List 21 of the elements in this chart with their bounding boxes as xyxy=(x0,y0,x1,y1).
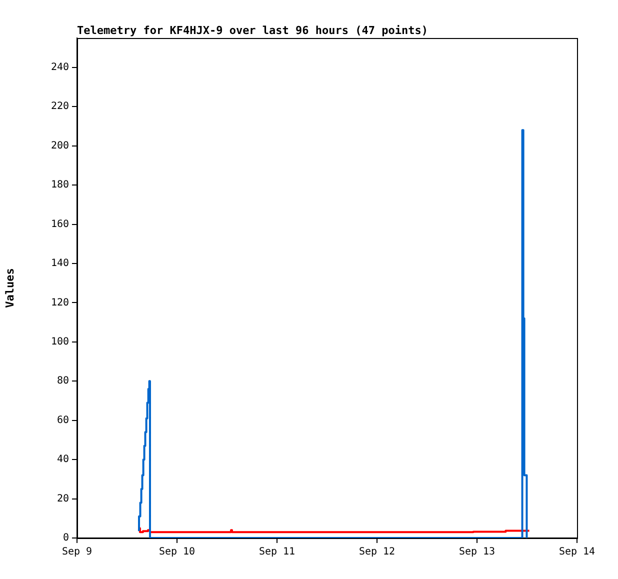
y-tick-label: 60 xyxy=(56,414,69,426)
x-tick-label: Sep 12 xyxy=(358,546,396,558)
y-tick-label: 200 xyxy=(50,140,69,152)
x-tick-label: Sep 13 xyxy=(458,546,496,558)
y-tick-label: 120 xyxy=(50,297,69,308)
y-tick-label: 40 xyxy=(56,454,69,466)
y-tick-label: 160 xyxy=(50,218,69,230)
y-tick-label: 100 xyxy=(50,336,69,348)
y-tick-label: 80 xyxy=(56,376,69,387)
y-tick-label: 20 xyxy=(56,493,69,504)
x-tick-label: Sep 10 xyxy=(158,546,196,558)
y-axis-title: Values xyxy=(3,268,16,308)
y-tick-label: 140 xyxy=(50,258,69,270)
x-tick-label: Sep 11 xyxy=(258,546,296,558)
y-tick-label: 220 xyxy=(50,101,69,112)
chart-title: Telemetry for KF4HJX-9 over last 96 hours (47 points) xyxy=(77,24,428,37)
x-tick-label: Sep 9 xyxy=(62,546,92,558)
x-tick-label: Sep 14 xyxy=(558,546,596,558)
y-tick-label: 180 xyxy=(50,180,69,191)
y-tick-label: 240 xyxy=(50,62,69,74)
y-tick-label: 0 xyxy=(62,532,69,544)
